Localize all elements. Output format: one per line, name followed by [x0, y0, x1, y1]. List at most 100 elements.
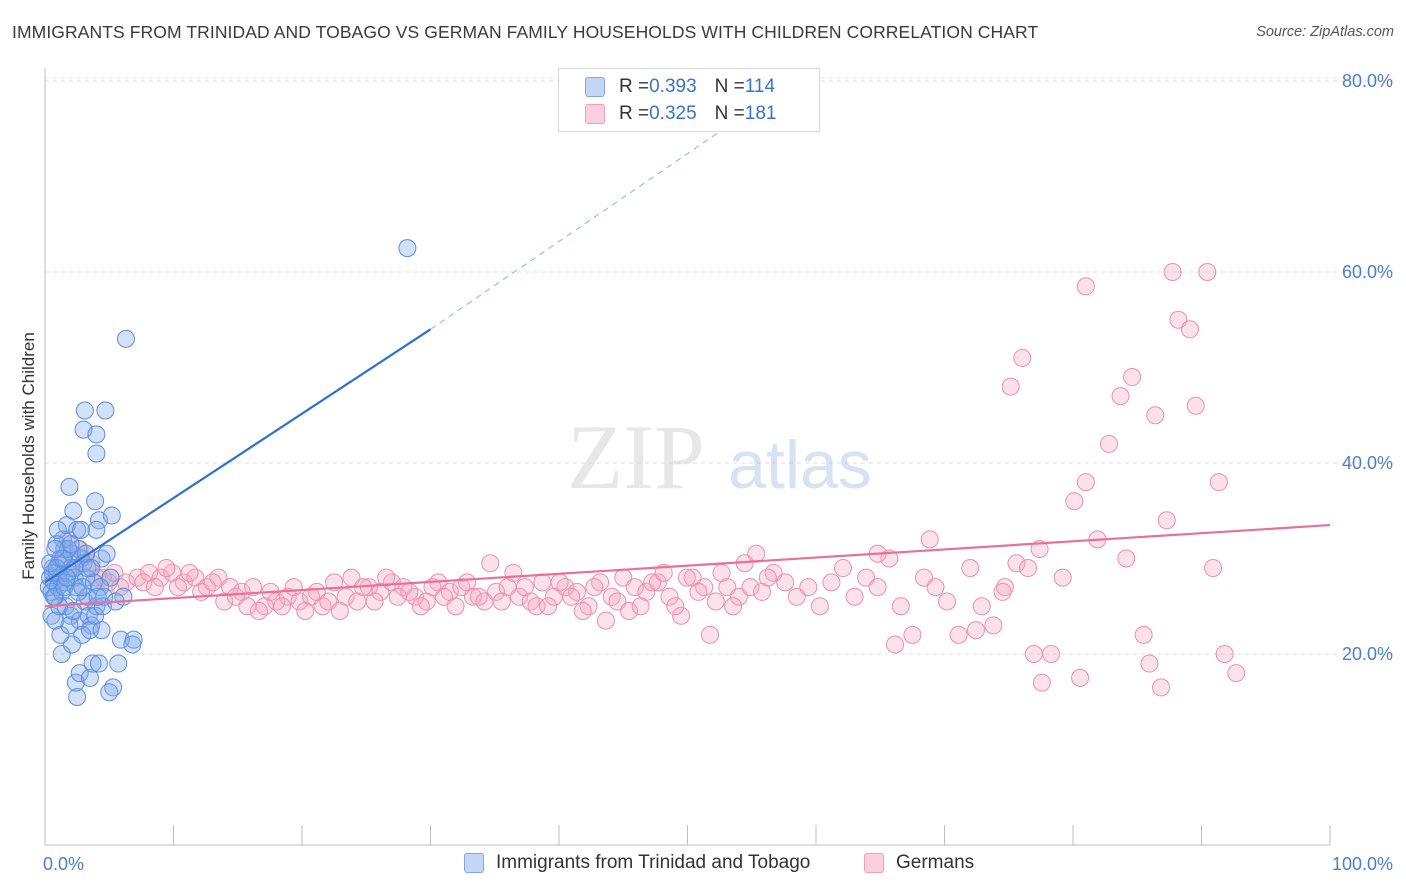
germans-point: [741, 578, 760, 597]
germans-point: [625, 578, 644, 597]
germans-point: [926, 578, 945, 597]
watermark-atlas: atlas: [728, 427, 872, 503]
germans-point: [1076, 277, 1095, 296]
germans-point: [724, 597, 743, 616]
trinidad-point: [109, 654, 128, 673]
germans-point: [1042, 645, 1061, 663]
x-tick-labels: 0.0% 100.0%: [43, 854, 1393, 874]
germans-point: [706, 592, 725, 611]
germans-point: [695, 578, 714, 597]
germans-point: [654, 563, 673, 582]
germans-point: [666, 597, 685, 616]
germans-point: [151, 568, 170, 587]
germans-point: [689, 582, 708, 601]
germans-point: [1032, 673, 1051, 692]
trinidad-point: [92, 621, 111, 640]
bottom-legend-label-germans: Germans: [896, 852, 975, 873]
germans-point: [209, 568, 228, 587]
trinidad-point: [95, 587, 114, 606]
germans-point: [966, 621, 985, 640]
germans-point: [492, 592, 511, 611]
watermark-zip: ZIP: [567, 406, 705, 508]
germans-point: [238, 597, 257, 616]
germans-point: [1186, 396, 1205, 415]
germans-point: [1180, 320, 1199, 339]
germans-point: [995, 578, 1014, 597]
germans-point: [868, 578, 887, 597]
germans-point: [1215, 645, 1234, 663]
trinidad-point: [70, 664, 89, 683]
germans-trend-line: [44, 523, 1331, 608]
trinidad-point: [111, 630, 130, 649]
trinidad-point: [398, 239, 417, 258]
trinidad-point: [83, 654, 102, 673]
trinidad-points: [39, 239, 417, 706]
germans-point: [1134, 625, 1153, 644]
germans-point: [729, 587, 748, 606]
trinidad-point: [71, 520, 90, 539]
germans-point: [799, 578, 818, 597]
germans-point: [1198, 263, 1217, 281]
trinidad-point: [87, 520, 106, 539]
x-tick-label-min: 0.0%: [43, 854, 84, 874]
germans-point: [747, 544, 766, 563]
germans-point: [648, 573, 667, 592]
germans-point: [481, 554, 500, 573]
germans-point: [891, 597, 910, 616]
x-tick-label-max: 100.0%: [1332, 854, 1393, 874]
germans-point: [914, 568, 933, 587]
germans-point: [1019, 559, 1038, 578]
germans-point: [764, 563, 783, 582]
legend-row-trinidad: R = 0.393 N = 114: [585, 75, 775, 99]
trinidad-point: [73, 578, 92, 597]
trinidad-point: [88, 587, 107, 606]
germans-point: [585, 578, 604, 597]
germans-point: [1123, 368, 1142, 387]
trinidad-point: [64, 602, 83, 621]
germans-point: [1140, 654, 1159, 673]
trinidad-point: [59, 539, 78, 558]
germans-point: [174, 573, 193, 592]
germans-point: [758, 568, 777, 587]
germans-point: [712, 563, 731, 582]
trinidad-point: [78, 559, 97, 578]
germans-point: [1204, 559, 1223, 578]
germans-point: [1157, 511, 1176, 530]
germans-point: [307, 582, 326, 601]
germans-point: [1076, 473, 1095, 492]
germans-point: [631, 597, 650, 616]
germans-point: [168, 578, 187, 597]
germans-point: [1146, 406, 1165, 425]
germans-point: [845, 587, 864, 606]
trinidad-point: [62, 635, 81, 654]
germans-point: [591, 573, 610, 592]
germans-point: [411, 597, 430, 616]
germans-point: [643, 573, 662, 592]
germans-point: [284, 578, 303, 597]
legend-swatch-pink: [585, 104, 605, 124]
germans-point: [562, 587, 581, 606]
germans-point: [434, 587, 453, 606]
germans-point: [377, 568, 396, 587]
germans-point: [1024, 645, 1043, 663]
germans-point: [278, 587, 297, 606]
trinidad-point: [60, 477, 79, 496]
germans-point: [700, 625, 719, 644]
germans-point: [249, 602, 268, 621]
germans-point: [1065, 492, 1084, 511]
germans-point: [567, 582, 586, 601]
legend-r-label: R =: [619, 76, 650, 97]
germans-point: [330, 602, 349, 621]
legend-r-value: 0.393: [649, 76, 697, 97]
trinidad-point: [96, 401, 115, 420]
germans-point: [961, 559, 980, 578]
germans-point: [1111, 387, 1130, 406]
germans-point: [579, 597, 598, 616]
trinidad-point: [123, 635, 142, 654]
legend-r-label: R =: [619, 103, 650, 124]
germans-point: [296, 602, 315, 621]
germans-point: [111, 578, 130, 597]
germans-point: [215, 592, 234, 611]
germans-point: [1169, 310, 1188, 329]
